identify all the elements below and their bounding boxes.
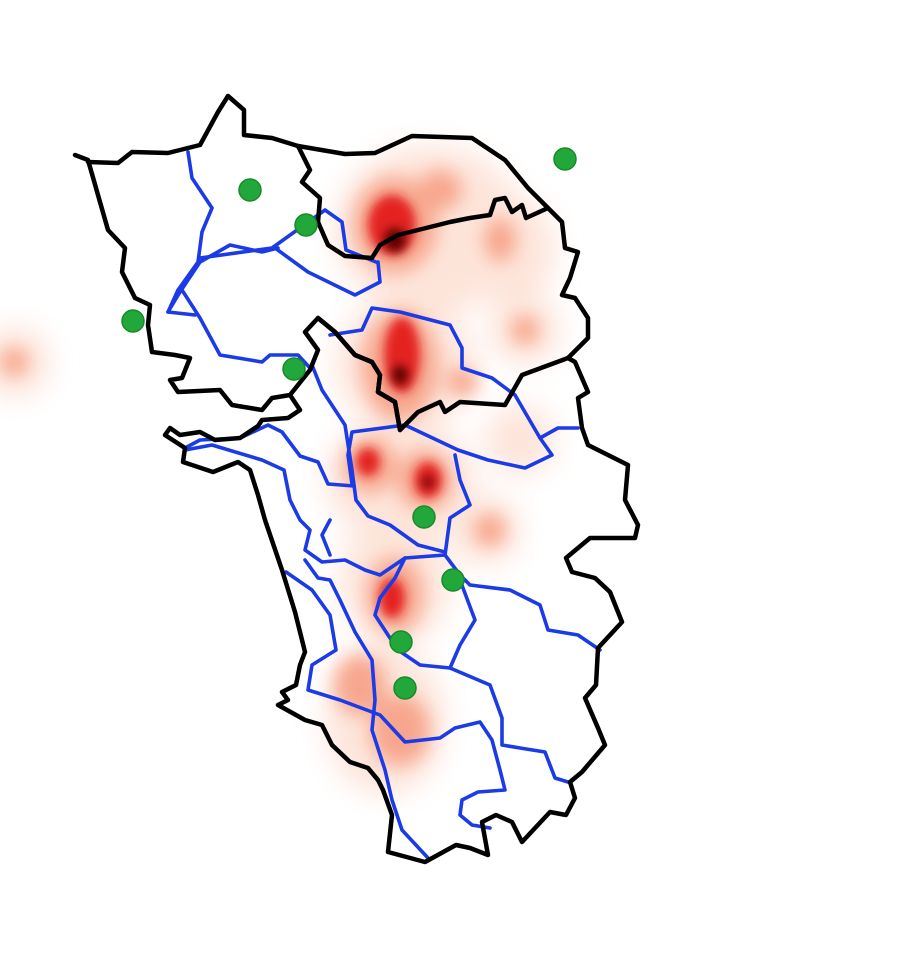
road-line bbox=[303, 558, 430, 860]
point-marker[interactable] bbox=[412, 505, 436, 529]
heatmap-blob bbox=[511, 316, 539, 344]
road-line bbox=[310, 363, 447, 554]
heatmap-blob bbox=[474, 514, 506, 546]
road-line bbox=[328, 306, 554, 486]
heatmap-blob bbox=[485, 405, 555, 475]
point-marker[interactable] bbox=[389, 630, 413, 654]
heatmap-blob bbox=[392, 365, 408, 385]
heatmap-blob bbox=[418, 170, 462, 210]
road-line bbox=[538, 426, 580, 440]
heatmap-blob bbox=[423, 476, 433, 488]
district-boundary bbox=[162, 355, 641, 865]
road-line bbox=[448, 578, 477, 670]
district-boundary bbox=[72, 93, 591, 433]
road-line bbox=[198, 208, 378, 264]
point-marker[interactable] bbox=[393, 676, 417, 700]
point-marker[interactable] bbox=[441, 568, 465, 592]
heatmap-blob bbox=[356, 448, 380, 476]
road-line bbox=[183, 443, 447, 577]
heatmap-blob bbox=[484, 218, 516, 262]
road-line bbox=[273, 246, 382, 297]
road-line bbox=[320, 518, 332, 557]
road-line bbox=[443, 453, 472, 557]
district-boundary bbox=[295, 143, 551, 261]
district-boundary bbox=[315, 315, 403, 433]
district-boundary-layer bbox=[72, 93, 641, 865]
road-line bbox=[284, 570, 507, 830]
point-markers-layer bbox=[121, 147, 577, 700]
road-network-layer bbox=[166, 150, 602, 860]
road-line bbox=[166, 243, 280, 314]
point-marker[interactable] bbox=[294, 213, 318, 237]
point-marker[interactable] bbox=[121, 309, 145, 333]
point-marker[interactable] bbox=[238, 178, 262, 202]
heatmap-blob bbox=[446, 368, 478, 396]
point-marker[interactable] bbox=[282, 357, 306, 381]
heatmap-blob bbox=[370, 694, 430, 766]
point-marker[interactable] bbox=[553, 147, 577, 171]
heatmap-blob bbox=[0, 348, 28, 376]
road-line bbox=[180, 288, 312, 370]
